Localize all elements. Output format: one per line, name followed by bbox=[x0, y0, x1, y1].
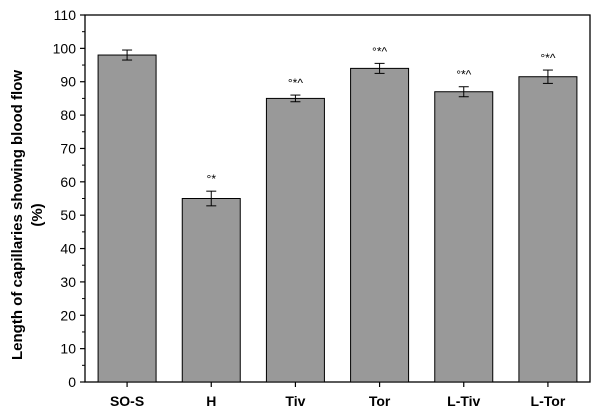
y-tick-label: 20 bbox=[60, 307, 76, 323]
y-tick-label: 70 bbox=[60, 140, 76, 156]
significance-annotation: °*^ bbox=[540, 51, 555, 65]
y-tick-label: 60 bbox=[60, 174, 76, 190]
y-tick-label: 80 bbox=[60, 107, 76, 123]
x-category-label: H bbox=[206, 393, 216, 409]
y-tick-label: 50 bbox=[60, 207, 76, 223]
y-tick-label: 90 bbox=[60, 74, 76, 90]
x-category-label: L-Tor bbox=[531, 393, 566, 409]
bar bbox=[97, 54, 157, 383]
x-category-label: Tiv bbox=[285, 393, 305, 409]
significance-annotation: °*^ bbox=[372, 44, 387, 58]
y-tick-label: 0 bbox=[68, 374, 76, 390]
significance-annotation: °*^ bbox=[288, 76, 303, 90]
significance-annotation: °*^ bbox=[456, 68, 471, 82]
x-category-label: SO-S bbox=[110, 393, 144, 409]
bar bbox=[181, 198, 241, 383]
significance-annotation: °* bbox=[207, 172, 217, 186]
x-category-label: L-Tiv bbox=[447, 393, 480, 409]
y-tick-label: 10 bbox=[60, 341, 76, 357]
y-tick-label: 40 bbox=[60, 241, 76, 257]
y-axis-label-line-2: (%) bbox=[29, 203, 46, 226]
y-tick-label: 100 bbox=[53, 40, 77, 56]
bar bbox=[265, 97, 325, 383]
bar bbox=[350, 67, 410, 383]
plot-area: 0 10 20 30 40 50 60 70 80 90 100 110 SO-S °* H °*^ Tiv °*… bbox=[53, 7, 591, 409]
bar bbox=[518, 76, 578, 383]
bar bbox=[434, 91, 494, 383]
plot-frame bbox=[84, 14, 591, 383]
x-category-label: Tor bbox=[369, 393, 391, 409]
y-tick-label: 30 bbox=[60, 274, 76, 290]
y-axis-label-line-1: Length of capillaries showing blood flow bbox=[9, 70, 26, 360]
y-tick-label: 110 bbox=[54, 7, 77, 23]
